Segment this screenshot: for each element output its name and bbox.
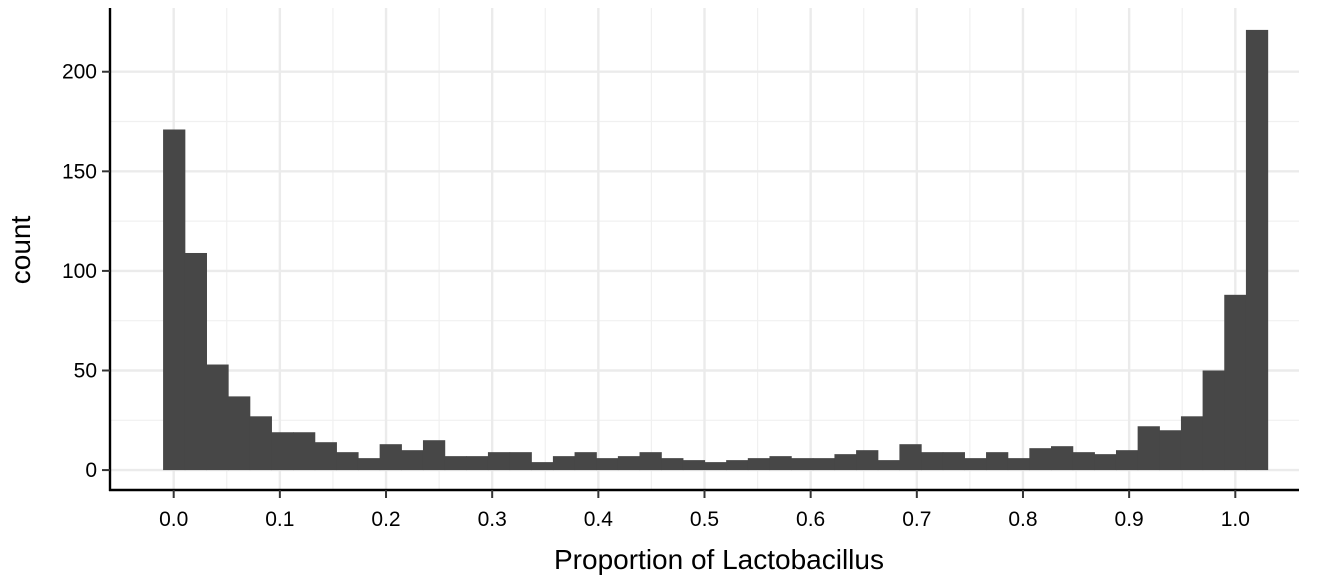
histogram-bar: [531, 462, 554, 471]
histogram-bar: [726, 460, 749, 471]
histogram-bar: [1007, 458, 1030, 471]
histogram-bar: [1224, 294, 1247, 471]
histogram-bar: [466, 456, 489, 471]
histogram-bar: [1115, 450, 1139, 471]
histogram-bar: [682, 460, 706, 471]
histogram-bar: [834, 454, 857, 471]
y-tick-label: 50: [74, 359, 97, 382]
x-tick-label: 0.4: [584, 508, 614, 531]
histogram-bar: [812, 458, 836, 471]
histogram-bar: [574, 452, 597, 471]
x-tick-label: 0.3: [478, 508, 507, 531]
x-tick-label: 0.9: [1115, 508, 1144, 531]
histogram-bar: [422, 440, 446, 471]
x-tick-label: 0.5: [690, 508, 719, 531]
histogram-bar: [552, 456, 576, 471]
x-tick-label: 0.0: [159, 508, 188, 531]
histogram-bar: [401, 450, 424, 471]
histogram-bar: [293, 432, 316, 471]
histogram-bar: [1094, 454, 1117, 471]
histogram-bar: [921, 452, 944, 471]
axes: [102, 8, 1299, 498]
histogram-bar: [596, 458, 619, 471]
histogram-bars: [163, 29, 1269, 471]
x-tick-label: 0.8: [1008, 508, 1037, 531]
histogram-bar: [899, 444, 922, 471]
grid-lines: [110, 8, 1299, 490]
histogram-bar: [206, 364, 229, 471]
histogram-bar: [1180, 416, 1204, 471]
histogram-bar: [986, 452, 1009, 471]
x-tick-label: 1.0: [1221, 508, 1250, 531]
y-tick-label: 200: [62, 61, 97, 84]
histogram-bar: [1072, 452, 1095, 471]
histogram-bar: [1051, 446, 1074, 471]
histogram-bar: [1159, 430, 1182, 471]
histogram-bar: [271, 432, 294, 471]
y-tick-label: 150: [62, 160, 97, 183]
histogram-bar: [228, 396, 251, 471]
histogram-bar: [877, 460, 901, 471]
y-axis-title: count: [5, 216, 36, 285]
histogram-bar: [964, 458, 987, 471]
histogram-bar: [314, 442, 337, 471]
histogram-bar: [444, 456, 467, 471]
histogram-bar: [509, 452, 532, 471]
histogram-bar: [747, 458, 771, 471]
histogram-bar: [704, 462, 727, 471]
histogram-bar: [379, 444, 402, 471]
histogram-bar: [184, 252, 207, 471]
x-tick-label: 0.1: [265, 508, 294, 531]
y-tick-label: 100: [62, 260, 97, 283]
x-tick-label: 0.7: [902, 508, 931, 531]
histogram-bar: [163, 129, 186, 471]
y-tick-label: 0: [85, 459, 97, 482]
histogram-bar: [1202, 370, 1225, 471]
histogram-bar: [661, 458, 684, 471]
x-axis-title: Proportion of Lactobacillus: [554, 544, 884, 575]
histogram-bar: [249, 416, 272, 471]
histogram-bar: [769, 456, 792, 471]
x-tick-label: 0.2: [371, 508, 400, 531]
histogram-bar: [617, 456, 641, 471]
histogram-bar: [856, 450, 879, 471]
histogram-bar: [1137, 426, 1160, 471]
histogram-bar: [639, 452, 662, 471]
histogram-bar: [336, 452, 359, 471]
histogram-bar: [942, 452, 965, 471]
histogram-bar: [357, 458, 381, 471]
x-tick-label: 0.6: [796, 508, 825, 531]
tick-labels: 0.0 0.1 0.2 0.3 0.4 0.5 0.6 0.7 0.8 0.9 1.0 0 50 100 1…: [62, 61, 1250, 531]
histogram-bar: [1245, 29, 1269, 471]
histogram-bar: [1029, 448, 1052, 471]
histogram-bar: [791, 458, 814, 471]
histogram-bar: [487, 452, 511, 471]
